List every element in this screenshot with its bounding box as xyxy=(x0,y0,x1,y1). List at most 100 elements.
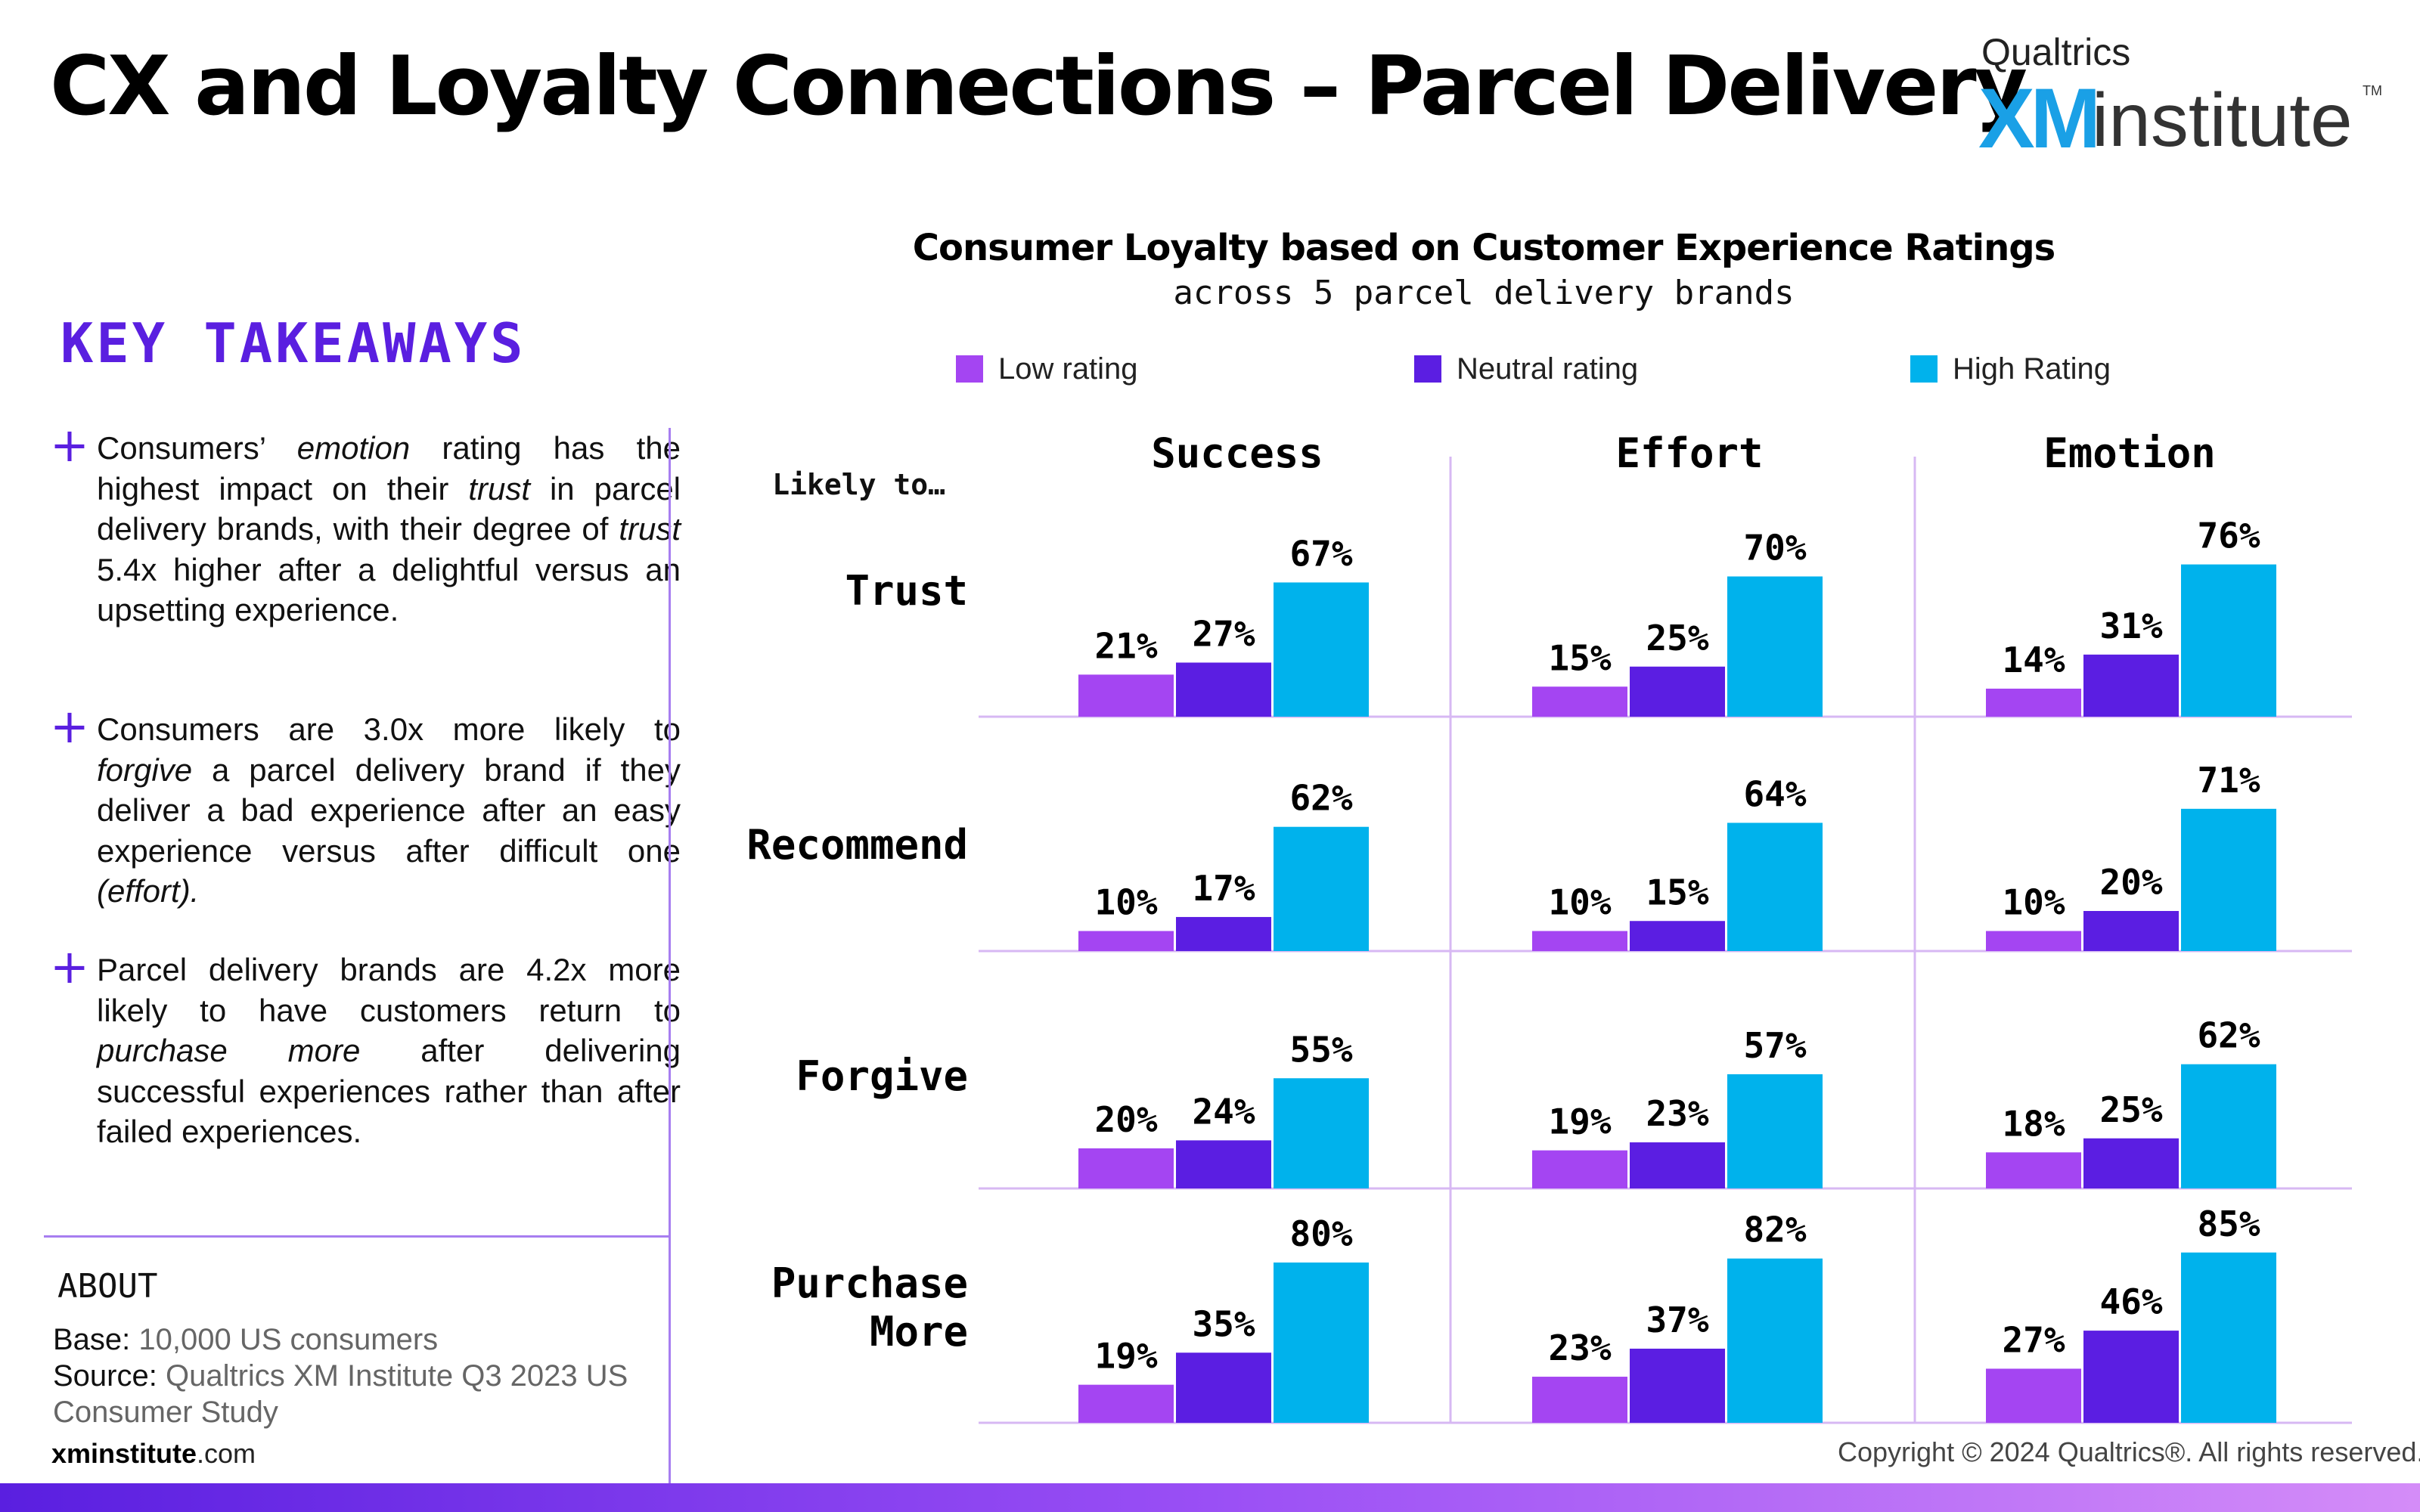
about-divider xyxy=(44,1235,670,1238)
bar-success-forgive-neutral xyxy=(1176,1140,1271,1188)
bar-emotion-trust-low xyxy=(1986,688,2081,717)
data-label: 19% xyxy=(1548,1101,1611,1142)
legend-swatch-neutral xyxy=(1414,355,1441,383)
plus-icon: + xyxy=(50,939,89,994)
bar-emotion-recommend-high xyxy=(2181,808,2276,951)
data-label: 35% xyxy=(1192,1303,1255,1344)
column-header-success: Success xyxy=(1151,429,1323,477)
bar-effort-recommend-neutral xyxy=(1630,921,1725,951)
bar-effort-purchase-more-high xyxy=(1727,1258,1823,1423)
about-source-cont: Consumer Study xyxy=(53,1396,278,1429)
logo-brand: Qualtrics xyxy=(1981,31,2131,73)
bar-effort-purchase-more-neutral xyxy=(1630,1348,1725,1423)
data-label: 25% xyxy=(2099,1089,2162,1130)
legend-high: High Rating xyxy=(1910,352,2111,386)
page-title: CX and Loyalty Connections – Parcel Deli… xyxy=(50,39,2028,134)
bar-success-purchase-more-neutral xyxy=(1176,1352,1271,1423)
bar-emotion-forgive-high xyxy=(2181,1064,2276,1188)
legend-low: Low rating xyxy=(956,352,1138,386)
bar-effort-trust-low xyxy=(1532,686,1627,717)
plus-icon: + xyxy=(50,699,89,754)
bar-success-purchase-more-low xyxy=(1078,1384,1174,1423)
bar-success-forgive-high xyxy=(1274,1078,1369,1188)
legend-label-low: Low rating xyxy=(998,352,1138,386)
bar-emotion-forgive-neutral xyxy=(2083,1138,2179,1188)
left-panel-divider xyxy=(669,428,671,1483)
legend-label-neutral: Neutral rating xyxy=(1457,352,1639,386)
bar-emotion-purchase-more-neutral xyxy=(2083,1331,2179,1423)
bar-effort-forgive-low xyxy=(1532,1150,1627,1188)
data-label: 76% xyxy=(2197,516,2260,556)
data-label: 20% xyxy=(2099,862,2162,903)
takeaway-text: Consumers are 3.0x more likely to forgiv… xyxy=(97,711,681,909)
bar-emotion-recommend-neutral xyxy=(2083,911,2179,951)
row-label-purchase-more-line1: Purchase xyxy=(771,1259,968,1307)
row-label-purchase-more-line2: More xyxy=(870,1308,968,1356)
qualtrics-xm-institute-logo: Qualtrics XM institute TM xyxy=(1978,30,2387,166)
data-label: 17% xyxy=(1192,868,1255,909)
source-label: Source: xyxy=(53,1359,157,1393)
bar-emotion-purchase-more-low xyxy=(1986,1368,2081,1423)
data-label: 20% xyxy=(1094,1099,1157,1140)
data-label: 10% xyxy=(2002,882,2065,923)
bar-effort-recommend-low xyxy=(1532,931,1627,951)
takeaway-text: Parcel delivery brands are 4.2x more lik… xyxy=(97,952,681,1149)
bar-success-recommend-high xyxy=(1274,826,1369,951)
row-label-recommend: Recommend xyxy=(746,821,968,869)
row-label-trust: Trust xyxy=(845,567,968,615)
data-label: 15% xyxy=(1646,872,1708,912)
about-heading: ABOUT xyxy=(57,1267,158,1306)
data-label: 23% xyxy=(1646,1093,1708,1134)
data-label: 31% xyxy=(2099,606,2162,646)
bar-effort-recommend-high xyxy=(1727,823,1823,951)
row-label-forgive: Forgive xyxy=(796,1052,968,1100)
bottom-gradient-bar xyxy=(0,1483,2420,1512)
data-label: 19% xyxy=(1094,1336,1157,1377)
data-label: 27% xyxy=(2002,1319,2065,1360)
bar-effort-trust-neutral xyxy=(1630,666,1725,717)
bar-success-forgive-low xyxy=(1078,1148,1174,1188)
data-label: 62% xyxy=(1289,778,1352,819)
data-label: 70% xyxy=(1743,528,1806,569)
legend-swatch-high xyxy=(1910,355,1938,383)
data-label: 37% xyxy=(1646,1300,1708,1340)
data-label: 71% xyxy=(2197,760,2260,801)
row-header-likely-to: Likely to… xyxy=(772,468,945,501)
source-value: Qualtrics XM Institute Q3 2023 US xyxy=(157,1359,628,1393)
copyright: Copyright © 2024 Qualtrics®. All rights … xyxy=(1838,1436,2420,1467)
bar-success-trust-high xyxy=(1274,582,1369,717)
column-header-emotion: Emotion xyxy=(2043,429,2216,477)
bar-emotion-forgive-low xyxy=(1986,1152,2081,1188)
legend-neutral: Neutral rating xyxy=(1414,352,1638,386)
about-base: Base: 10,000 US consumers xyxy=(53,1323,438,1357)
legend-label-high: High Rating xyxy=(1953,352,2111,386)
bar-success-trust-low xyxy=(1078,674,1174,717)
data-label: 57% xyxy=(1743,1025,1806,1066)
bar-effort-forgive-neutral xyxy=(1630,1142,1725,1188)
bar-emotion-purchase-more-high xyxy=(2181,1252,2276,1423)
data-label: 10% xyxy=(1548,882,1611,923)
data-label: 67% xyxy=(1289,533,1352,574)
data-label: 80% xyxy=(1289,1213,1352,1254)
data-label: 21% xyxy=(1094,625,1157,666)
legend-swatch-low xyxy=(956,355,983,383)
data-label: 82% xyxy=(1743,1210,1806,1250)
logo-xm: XM xyxy=(1978,71,2101,166)
base-label: Base: xyxy=(53,1323,131,1356)
data-label: 23% xyxy=(1548,1328,1611,1368)
bar-effort-forgive-high xyxy=(1727,1074,1823,1188)
bar-emotion-trust-high xyxy=(2181,564,2276,717)
bar-success-recommend-low xyxy=(1078,931,1174,951)
data-label: 10% xyxy=(1094,882,1157,923)
bar-effort-purchase-more-low xyxy=(1532,1377,1627,1423)
bar-emotion-recommend-low xyxy=(1986,931,2081,951)
column-header-effort: Effort xyxy=(1615,429,1763,477)
data-label: 64% xyxy=(1743,773,1806,814)
site-link[interactable]: xminstitute.com xyxy=(51,1438,256,1470)
data-label: 25% xyxy=(1646,618,1708,658)
logo-institute: institute xyxy=(2092,78,2353,163)
bar-success-purchase-more-high xyxy=(1274,1263,1369,1423)
data-label: 62% xyxy=(2197,1015,2260,1056)
chart-subtitle: across 5 parcel delivery brands xyxy=(1173,274,1795,312)
